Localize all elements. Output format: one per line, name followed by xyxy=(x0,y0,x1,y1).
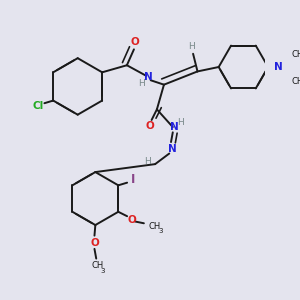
Text: N: N xyxy=(170,122,179,132)
Text: CH: CH xyxy=(292,50,300,59)
Text: H: H xyxy=(139,79,145,88)
Text: CH: CH xyxy=(148,222,160,231)
Text: H: H xyxy=(177,118,184,127)
Text: O: O xyxy=(130,37,139,47)
Text: O: O xyxy=(146,121,154,131)
Text: N: N xyxy=(168,144,177,154)
Text: O: O xyxy=(127,215,136,225)
Text: O: O xyxy=(90,238,99,248)
Text: Cl: Cl xyxy=(33,101,44,111)
Text: CH: CH xyxy=(292,76,300,85)
Text: H: H xyxy=(188,42,195,51)
Text: N: N xyxy=(274,62,283,72)
Text: N: N xyxy=(144,72,152,82)
Text: 3: 3 xyxy=(158,228,163,234)
Text: CH: CH xyxy=(92,261,104,270)
Text: H: H xyxy=(144,157,151,166)
Text: I: I xyxy=(131,172,136,186)
Text: 3: 3 xyxy=(100,268,105,274)
